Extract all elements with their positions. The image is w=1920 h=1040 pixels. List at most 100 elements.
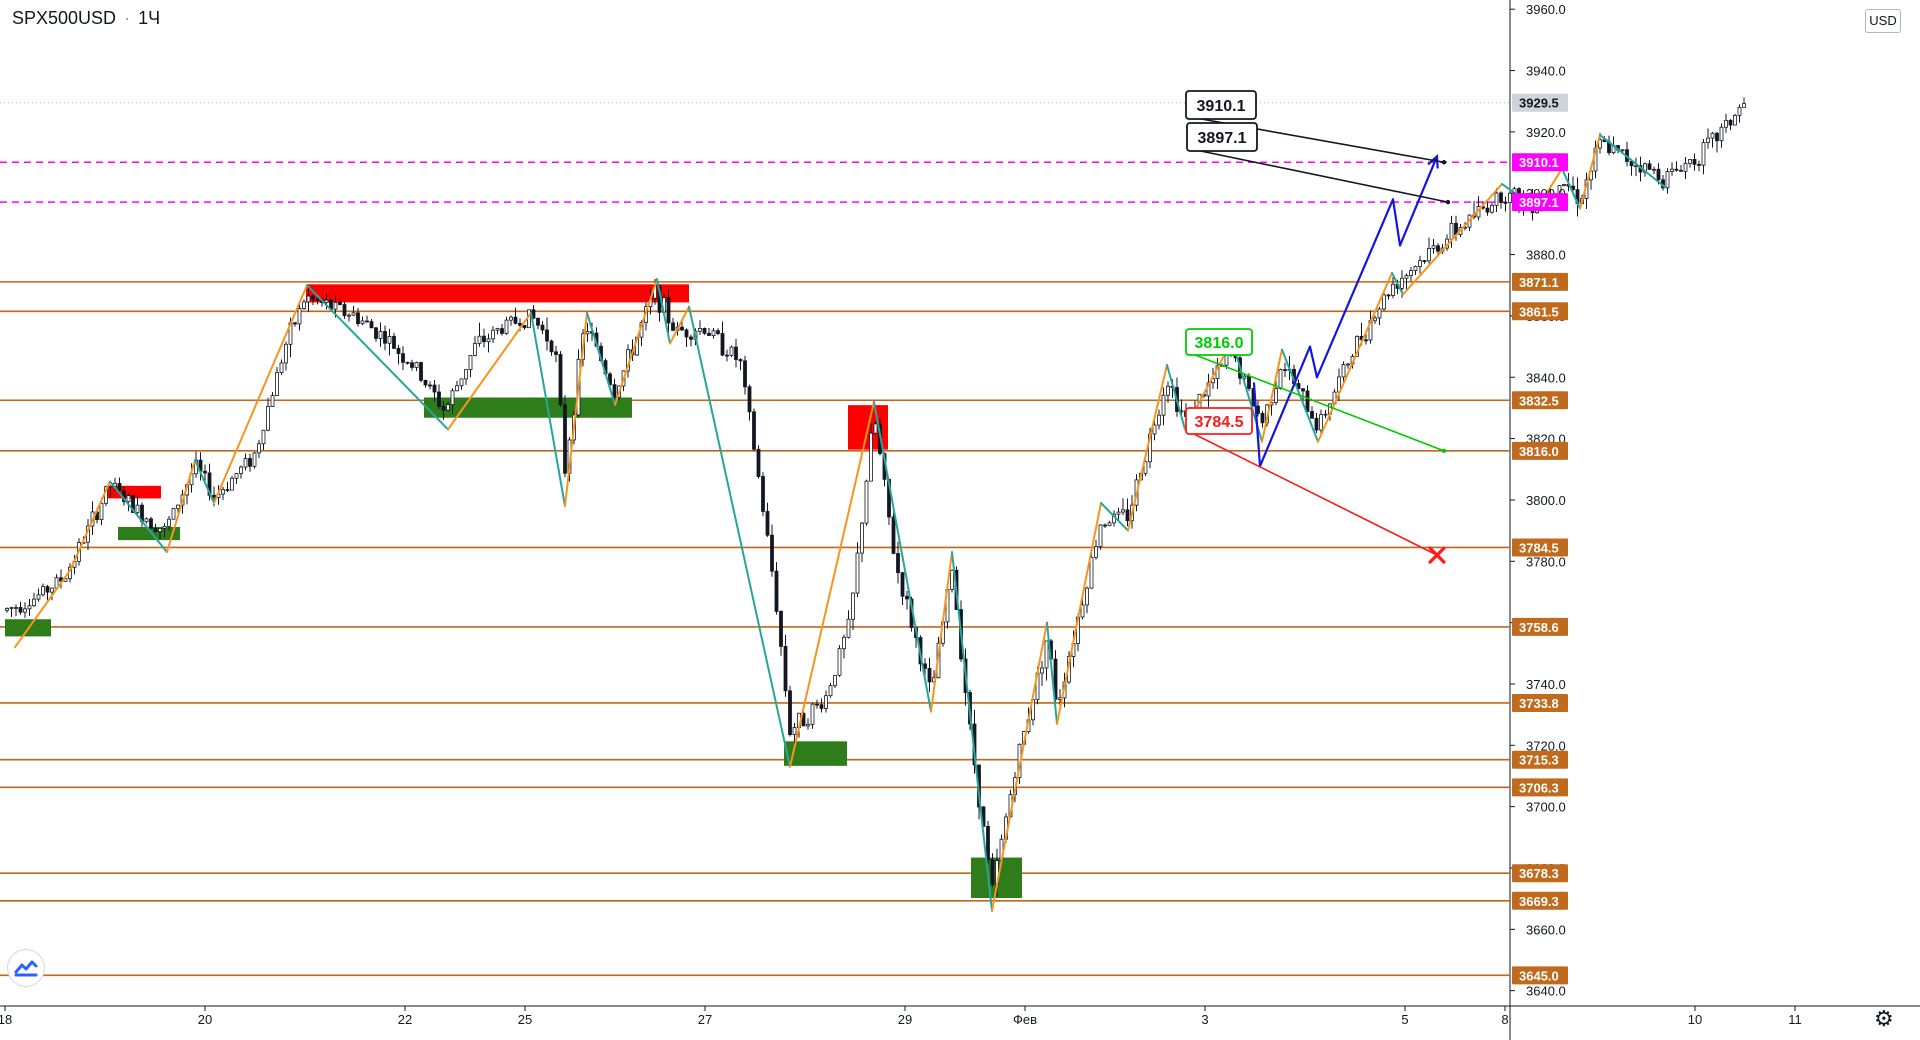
candle-body [221, 489, 225, 495]
candle-body [203, 470, 207, 474]
candle-body [1283, 369, 1287, 371]
candle-body [1670, 168, 1674, 172]
candle-body [545, 329, 549, 342]
demand-zone [424, 397, 632, 418]
candle-body [486, 338, 491, 343]
candle-body [986, 826, 990, 861]
zigzag-segment [688, 305, 791, 768]
zigzag-segment [1579, 133, 1601, 210]
x-tick-label: 10 [1688, 1012, 1702, 1027]
candle-body [477, 335, 482, 344]
candle-body [689, 336, 693, 340]
y-tick-label: 3720.0 [1526, 738, 1566, 753]
x-tick-label: 5 [1401, 1012, 1408, 1027]
zigzag-segment [930, 551, 953, 713]
tradingview-logo-icon[interactable] [8, 950, 44, 986]
candle-body [779, 611, 783, 647]
candle-body [324, 299, 329, 303]
candle-body [419, 362, 423, 381]
candle-body [149, 518, 153, 529]
candle-body [612, 384, 617, 398]
y-tick-label: 3940.0 [1526, 64, 1566, 79]
candle-body [396, 347, 401, 355]
candle-body [1080, 604, 1085, 618]
candle-body [1125, 509, 1130, 522]
level-label-bg [1512, 441, 1568, 460]
stop-cross-icon [1428, 546, 1446, 564]
candle-body [743, 360, 747, 388]
interval-label: 1Ч [138, 8, 161, 28]
candle-body [608, 373, 612, 386]
candle-body [383, 331, 387, 344]
candle-body [45, 586, 50, 593]
target-callout-label: 3816.0 [1195, 335, 1244, 352]
candle-body [846, 618, 851, 638]
currency-badge[interactable]: USD [1865, 9, 1901, 33]
zigzag-segment [530, 311, 566, 508]
candle-body [1715, 132, 1719, 142]
level-label: 3861.5 [1519, 304, 1559, 319]
candle-body [950, 569, 954, 590]
zigzag-segment [1166, 363, 1186, 431]
candle-body [1688, 159, 1692, 164]
candle-body [302, 301, 306, 309]
level-label: 3669.3 [1519, 894, 1559, 909]
level-label-bg [1512, 891, 1568, 910]
level-label-bg [1512, 693, 1568, 712]
candle-body [410, 362, 414, 368]
candle-body [270, 395, 275, 407]
y-tick-label: 3800.0 [1526, 493, 1566, 508]
candle-body [455, 385, 459, 392]
y-tick-label: 3840.0 [1526, 370, 1566, 385]
candle-body [707, 332, 711, 336]
candle-body [1044, 640, 1049, 669]
candle-body [1656, 168, 1661, 181]
candle-body [851, 592, 855, 620]
projection-segment [1258, 345, 1312, 468]
candle-body [432, 384, 437, 393]
level-label: 3816.0 [1519, 444, 1559, 459]
candle-body [1382, 294, 1386, 310]
candle-body [1499, 192, 1503, 203]
candle-body [563, 404, 567, 474]
y-tick-label: 3740.0 [1526, 677, 1566, 692]
zigzag-segment [109, 480, 168, 554]
target-callout-box [1186, 122, 1258, 152]
candle-body [266, 406, 270, 431]
candle-body [990, 859, 995, 885]
x-tick-label: 18 [0, 1012, 12, 1027]
candle-body [774, 570, 779, 612]
zigzag-segment [873, 400, 932, 713]
zigzag-segment [669, 305, 690, 345]
candle-body [504, 319, 509, 334]
candle-body [293, 322, 297, 325]
candle-body [414, 362, 419, 368]
gear-icon[interactable]: ⚙ [1874, 1006, 1894, 1031]
candle-body [1647, 163, 1652, 170]
projection-segment [1315, 198, 1395, 379]
candle-body [1413, 266, 1418, 272]
candle-body [1355, 335, 1359, 357]
candle-body [864, 480, 869, 524]
candle-body [752, 411, 756, 450]
candle-body [275, 372, 279, 396]
candle-body [1274, 388, 1278, 403]
candle-body [1422, 260, 1427, 263]
candle-body [284, 343, 288, 364]
candle-body [1103, 524, 1107, 527]
projection-segment [1252, 382, 1262, 468]
level-label: 3678.3 [1519, 866, 1559, 881]
candle-body [1737, 106, 1742, 116]
x-tick-label: 11 [1788, 1012, 1802, 1027]
candle-body [171, 507, 176, 520]
candle-body [725, 354, 729, 357]
candle-body [1310, 411, 1314, 419]
candle-body [225, 489, 230, 491]
candle-body [1301, 388, 1305, 392]
x-tick-label: 22 [398, 1012, 412, 1027]
candle-body [1161, 394, 1166, 416]
candle-body [131, 495, 135, 514]
candle-body [842, 636, 846, 650]
